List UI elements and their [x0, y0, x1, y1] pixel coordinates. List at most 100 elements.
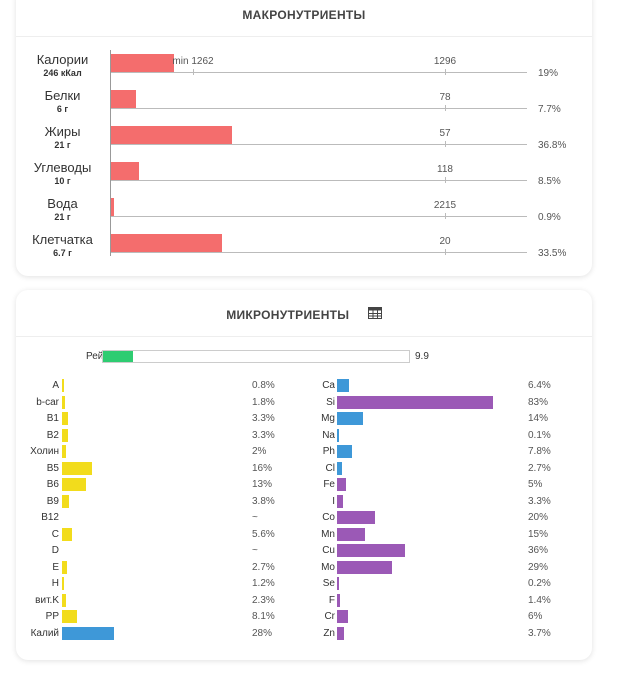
rating-value: 9.9	[415, 351, 429, 362]
micro-bar	[62, 610, 77, 623]
micro-label: Zn	[323, 627, 335, 639]
micro-percent: 2%	[252, 446, 267, 457]
macro-track	[111, 216, 527, 217]
macro-label: Вода	[47, 196, 78, 211]
macro-norm-label: 118	[437, 164, 453, 175]
micro-percent: 2.3%	[252, 594, 275, 606]
macro-track	[111, 252, 527, 253]
micro-percent: 83%	[528, 396, 549, 408]
macro-norm-label: 1296	[433, 56, 457, 67]
micro-percent: 3.3%	[528, 495, 551, 507]
micro-bar	[337, 395, 494, 409]
micro-percent: 2.7%	[528, 462, 551, 474]
macro-track	[111, 180, 527, 181]
micro-label: D	[51, 545, 59, 556]
macro-label: Углеводы	[33, 160, 92, 175]
micronutrients-header: МИКРОНУТРИЕНТЫ	[16, 306, 592, 324]
micro-label: H	[51, 578, 59, 589]
macro-norm-tick	[445, 249, 446, 255]
macro-track	[111, 108, 527, 109]
micro-bar	[337, 527, 366, 541]
micro-bar	[337, 461, 343, 475]
micro-bar	[337, 626, 344, 640]
macro-min-label: min 1262	[172, 56, 214, 67]
macro-percent: 7.7%	[538, 104, 561, 115]
macro-percent: 0.9%	[538, 212, 561, 223]
micro-bar	[337, 593, 340, 607]
micro-percent: 6%	[528, 611, 543, 622]
micro-percent: 3.3%	[252, 429, 275, 441]
micro-percent: 20%	[528, 512, 549, 523]
macro-amount: 6.7 г	[53, 248, 72, 258]
micro-label: A	[52, 380, 59, 391]
micro-bar	[62, 395, 66, 409]
micro-percent: 0.2%	[528, 578, 551, 589]
micro-bar	[337, 445, 352, 458]
macro-amount: 21 г	[54, 140, 71, 150]
micro-percent: 16%	[252, 462, 273, 474]
rating-bar	[103, 351, 134, 362]
micro-percent: 3.3%	[252, 413, 275, 424]
micronutrients-card: МИКРОНУТРИЕНТЫ Рейтинг 9.9 A0.8%b-car1.8…	[16, 290, 592, 660]
micro-bar	[337, 494, 344, 508]
macro-bar	[111, 90, 137, 108]
micronutrients-title: МИКРОНУТРИЕНТЫ	[226, 308, 350, 322]
micro-bar	[337, 560, 392, 574]
micro-label: Co	[322, 512, 335, 523]
micro-title-divider	[16, 336, 592, 337]
macro-bar	[111, 126, 233, 144]
micro-percent: 3.7%	[528, 627, 551, 639]
micro-label: PP	[45, 611, 59, 622]
micro-percent: 1.2%	[252, 578, 275, 589]
micro-percent: 0.8%	[252, 380, 275, 391]
micro-label: вит.K	[35, 594, 59, 606]
micro-label: Cr	[324, 611, 335, 622]
macro-amount: 246 кКал	[43, 68, 82, 78]
micro-bar	[62, 577, 65, 590]
macro-bar	[111, 162, 140, 180]
micro-bar	[62, 626, 114, 640]
macro-bar	[111, 234, 222, 252]
macro-norm-label: 20	[439, 236, 451, 247]
table-icon[interactable]	[367, 306, 382, 324]
macro-percent: 36.8%	[538, 140, 567, 151]
micro-label: B1	[46, 413, 59, 424]
micro-percent: 6.4%	[528, 380, 551, 391]
micro-label: C	[51, 528, 59, 540]
micro-bar	[62, 560, 67, 574]
micro-bar	[337, 478, 347, 491]
macro-bar	[111, 54, 174, 72]
micro-percent: 7.8%	[528, 446, 551, 457]
micro-bar	[62, 593, 67, 607]
macro-percent: 8.5%	[538, 176, 561, 187]
micro-label: Mn	[321, 528, 335, 540]
micro-label: Mo	[321, 561, 335, 573]
macronutrients-card: МАКРОНУТРИЕНТЫ Калории 246 кКал 1296 19% min…	[16, 0, 592, 276]
micro-label: B12	[41, 512, 59, 523]
micro-bar	[337, 412, 364, 425]
macro-percent: 19%	[538, 68, 559, 79]
micro-bar	[62, 445, 66, 458]
micro-percent: 15%	[528, 528, 549, 540]
macro-chart: Калории 246 кКал 1296 19% min 1262 Белки 6 г 78…	[16, 0, 592, 276]
macro-norm-tick	[445, 105, 446, 111]
macro-amount: 6 г	[56, 104, 69, 114]
micro-bar	[337, 544, 405, 557]
micro-label: F	[328, 594, 335, 606]
micro-label: Cu	[322, 545, 335, 556]
micro-label: B6	[46, 479, 59, 490]
micro-percent: 28%	[252, 627, 273, 639]
micro-label: Na	[322, 429, 335, 441]
micro-bar	[62, 461, 92, 475]
micro-label: b-car	[36, 396, 59, 408]
micro-label: E	[52, 561, 59, 573]
macro-track	[111, 72, 527, 73]
micro-label: Mg	[321, 413, 335, 424]
micro-label: I	[332, 495, 335, 507]
micro-bar	[62, 428, 69, 442]
micro-percent: 5.6%	[252, 528, 275, 540]
macro-label: Белки	[44, 88, 81, 103]
rating-track	[102, 350, 410, 363]
micro-label: B9	[46, 495, 59, 507]
micro-percent: 8.1%	[252, 611, 275, 622]
